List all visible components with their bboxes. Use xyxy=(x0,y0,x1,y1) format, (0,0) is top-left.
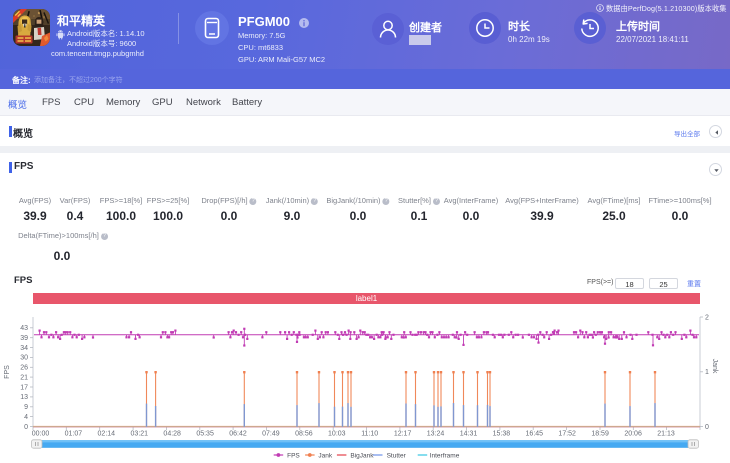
svg-text:17:52: 17:52 xyxy=(558,431,576,438)
svg-text:39: 39 xyxy=(20,335,28,342)
svg-text:Jank: Jank xyxy=(711,359,718,374)
svg-text:11:10: 11:10 xyxy=(361,431,378,438)
svg-text:21:13: 21:13 xyxy=(657,431,675,438)
svg-text:34: 34 xyxy=(20,345,28,352)
svg-text:Interframe: Interframe xyxy=(430,452,460,459)
svg-text:00:00: 00:00 xyxy=(32,431,50,438)
svg-text:21: 21 xyxy=(20,374,28,381)
svg-text:17: 17 xyxy=(20,384,28,391)
svg-text:13: 13 xyxy=(20,394,28,401)
svg-text:1: 1 xyxy=(705,369,709,376)
svg-text:BigJank: BigJank xyxy=(350,452,374,459)
svg-text:0: 0 xyxy=(705,424,709,431)
svg-text:01:07: 01:07 xyxy=(65,431,83,438)
svg-text:04:28: 04:28 xyxy=(163,431,181,438)
svg-text:07:49: 07:49 xyxy=(262,431,280,438)
svg-text:08:56: 08:56 xyxy=(295,431,313,438)
svg-text:26: 26 xyxy=(20,365,28,372)
svg-text:Stutter: Stutter xyxy=(387,452,407,459)
svg-text:12:17: 12:17 xyxy=(394,431,412,438)
svg-text:05:35: 05:35 xyxy=(196,431,214,438)
svg-text:FPS: FPS xyxy=(287,452,300,459)
svg-text:FPS: FPS xyxy=(4,365,11,379)
svg-text:Jank: Jank xyxy=(318,452,332,459)
svg-text:16:45: 16:45 xyxy=(526,431,544,438)
svg-text:30: 30 xyxy=(20,355,28,362)
svg-text:18:59: 18:59 xyxy=(591,431,609,438)
svg-text:06:42: 06:42 xyxy=(229,431,247,438)
svg-text:15:38: 15:38 xyxy=(493,431,511,438)
svg-text:0: 0 xyxy=(24,424,28,431)
svg-text:2: 2 xyxy=(705,314,709,321)
svg-text:14:31: 14:31 xyxy=(460,431,478,438)
svg-text:13:24: 13:24 xyxy=(427,431,445,438)
svg-text:9: 9 xyxy=(24,404,28,411)
svg-text:20:06: 20:06 xyxy=(624,431,642,438)
svg-text:02:14: 02:14 xyxy=(98,431,116,438)
svg-text:03:21: 03:21 xyxy=(131,431,149,438)
svg-text:4: 4 xyxy=(24,414,28,421)
svg-text:43: 43 xyxy=(20,325,28,332)
svg-text:10:03: 10:03 xyxy=(328,431,346,438)
